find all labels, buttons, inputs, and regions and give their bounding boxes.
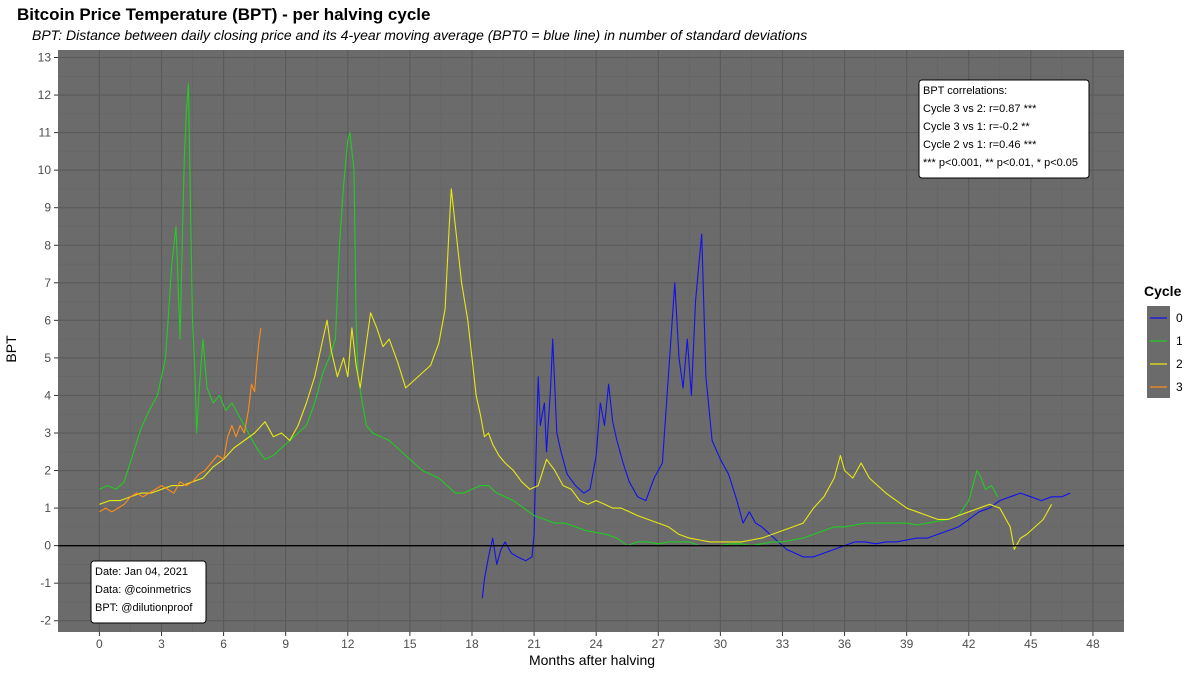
chart-title: Bitcoin Price Temperature (BPT) - per ha… xyxy=(17,5,430,24)
correlation-line: Cycle 3 vs 2: r=0.87 *** xyxy=(923,103,1037,115)
x-tick-label: 12 xyxy=(341,637,355,651)
chart-subtitle: BPT: Distance between daily closing pric… xyxy=(32,27,807,43)
x-tick-label: 48 xyxy=(1086,637,1100,651)
x-axis-title: Months after halving xyxy=(529,652,655,668)
x-tick-label: 3 xyxy=(158,637,165,651)
x-tick-label: 30 xyxy=(714,637,728,651)
y-tick-label: 1 xyxy=(44,501,51,515)
legend-label-cycle-2: 2 xyxy=(1176,357,1183,371)
legend: Cycle 0 1 2 3 xyxy=(1144,283,1183,398)
y-tick-label: 8 xyxy=(44,238,51,252)
legend-label-cycle-1: 1 xyxy=(1176,334,1183,348)
y-tick-label: 6 xyxy=(44,313,51,327)
source-line: Data: @coinmetrics xyxy=(95,584,192,596)
y-tick-label: 9 xyxy=(44,201,51,215)
series-line-cycle-1 xyxy=(99,83,999,547)
series-lines xyxy=(99,83,1071,599)
grid-lines xyxy=(58,50,1124,632)
y-tick-label: -2 xyxy=(40,614,51,628)
y-tick-label: 4 xyxy=(44,388,51,402)
x-tick-label: 9 xyxy=(282,637,289,651)
x-tick-label: 39 xyxy=(900,637,914,651)
x-tick-label: 33 xyxy=(776,637,790,651)
series-line-cycle-2 xyxy=(99,188,1053,550)
legend-items: 0 1 2 3 xyxy=(1150,311,1183,394)
y-tick-label: 0 xyxy=(44,539,51,553)
correlation-annotation-box xyxy=(918,79,1090,179)
y-tick-label: 13 xyxy=(38,51,52,65)
y-tick-label: -1 xyxy=(40,576,51,590)
correlation-line: *** p<0.001, ** p<0.01, * p<0.05 xyxy=(923,157,1078,169)
series-line-cycle-0 xyxy=(481,233,1071,599)
y-tick-label: 2 xyxy=(44,464,51,478)
series-line-cycle-3 xyxy=(99,327,262,513)
legend-label-cycle-0: 0 xyxy=(1176,311,1183,325)
x-tick-label: 21 xyxy=(527,637,541,651)
x-tick-label: 18 xyxy=(465,637,479,651)
source-annotation-box xyxy=(90,560,207,624)
source-annotation: Date: Jan 04, 2021 Data: @coinmetrics BP… xyxy=(90,560,207,624)
correlation-line: Cycle 3 vs 1: r=-0.2 ** xyxy=(923,121,1030,133)
y-tick-label: 3 xyxy=(44,426,51,440)
correlation-line: BPT correlations: xyxy=(923,85,1007,97)
x-tick-label: 27 xyxy=(652,637,666,651)
y-axis-title: BPT xyxy=(3,335,19,363)
y-tick-label: 10 xyxy=(38,163,52,177)
legend-key-background xyxy=(1147,306,1170,398)
axis-ticks: 0 3 6 9 12 15 18 21 24 27 30 33 36 39 42 45 48-2-1012345… xyxy=(38,51,1100,651)
legend-label-cycle-3: 3 xyxy=(1176,380,1183,394)
source-line: Date: Jan 04, 2021 xyxy=(95,566,188,578)
x-tick-label: 45 xyxy=(1024,637,1038,651)
source-line: BPT: @dilutionproof xyxy=(95,602,193,614)
x-tick-label: 0 xyxy=(96,637,103,651)
legend-title: Cycle xyxy=(1144,283,1182,299)
x-tick-label: 42 xyxy=(962,637,976,651)
x-tick-label: 15 xyxy=(403,637,417,651)
x-tick-label: 24 xyxy=(589,637,603,651)
x-tick-label: 36 xyxy=(838,637,852,651)
y-tick-label: 11 xyxy=(39,126,52,140)
y-tick-label: 7 xyxy=(44,276,51,290)
y-tick-label: 12 xyxy=(38,88,52,102)
correlation-annotation: BPT correlations: Cycle 3 vs 2: r=0.87 *… xyxy=(918,79,1090,179)
x-tick-label: 6 xyxy=(220,637,227,651)
correlation-line: Cycle 2 vs 1: r=0.46 *** xyxy=(923,139,1037,151)
y-tick-label: 5 xyxy=(44,351,51,365)
